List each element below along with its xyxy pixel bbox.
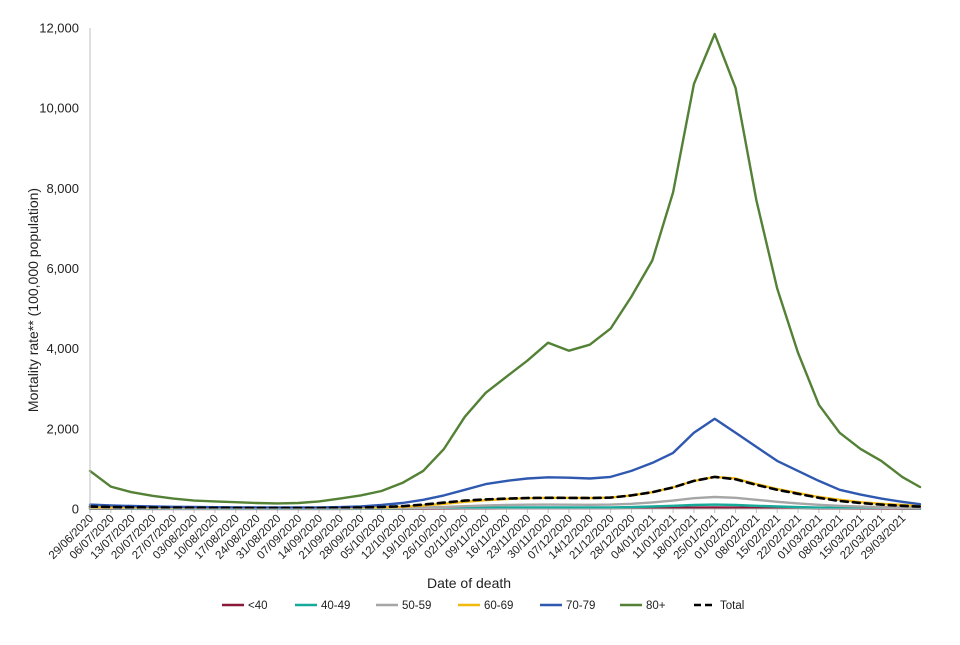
legend-label: 40-49	[321, 600, 350, 612]
series-line-80	[88, 32, 922, 505]
legend-label: 70-79	[566, 600, 595, 612]
legend-label: 60-69	[484, 600, 513, 612]
legend: <40 40-49 50-59 60-69 70-79 80+ Total	[222, 600, 744, 612]
y-axis-title: Mortality rate** (100,000 population)	[25, 188, 41, 412]
y-tick-label: 8,000	[46, 181, 79, 196]
legend-label: 50-59	[402, 600, 431, 612]
y-tick-label: 4,000	[46, 341, 79, 356]
y-tick-label: 10,000	[39, 101, 79, 116]
y-tick-label: 6,000	[46, 261, 79, 276]
x-axis-title: Date of death	[427, 575, 511, 591]
legend-label: 80+	[646, 600, 666, 612]
y-axis-ticks: 0 2,000 4,000 6,000 8,000 10,000 12,000	[39, 21, 79, 517]
legend-label: Total	[720, 600, 744, 612]
x-axis-ticks: 29/06/202006/07/202013/07/202020/07/2020…	[47, 509, 908, 562]
y-tick-label: 12,000	[39, 21, 79, 36]
legend-label: <40	[248, 600, 268, 612]
y-tick-label: 2,000	[46, 421, 79, 436]
y-tick-label: 0	[72, 502, 79, 517]
series-lines	[88, 32, 922, 511]
series-line-total	[88, 475, 922, 510]
